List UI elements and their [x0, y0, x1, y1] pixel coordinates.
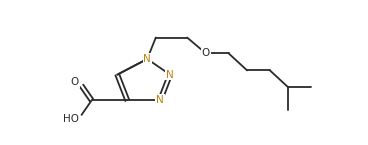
Text: O: O [202, 48, 210, 58]
Text: N: N [166, 70, 174, 80]
Text: O: O [71, 77, 79, 87]
Text: N: N [144, 54, 151, 64]
Text: HO: HO [63, 114, 79, 124]
Text: N: N [156, 95, 164, 105]
